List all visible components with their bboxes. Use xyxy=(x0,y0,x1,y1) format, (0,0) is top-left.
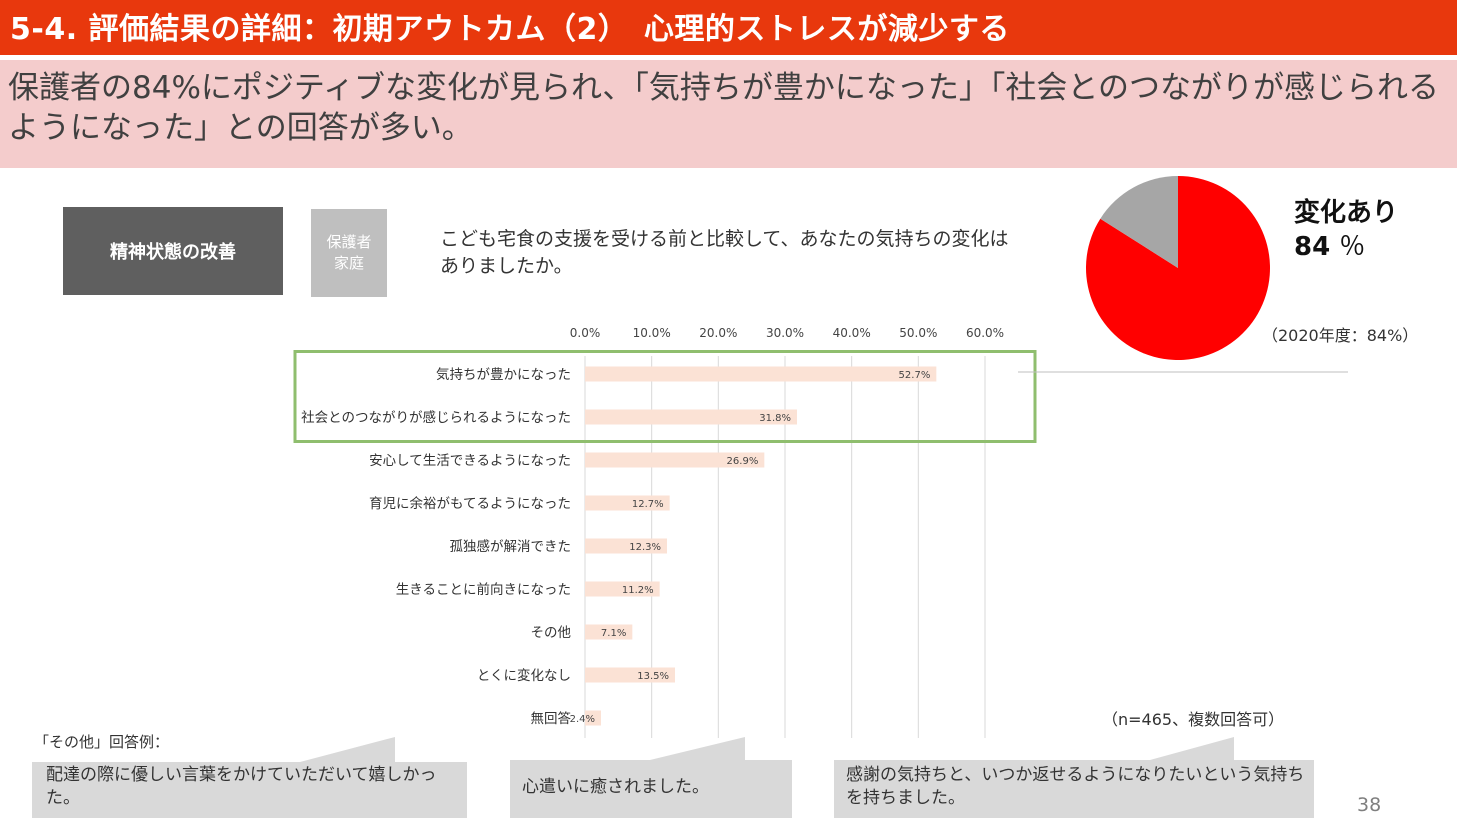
other-examples-label: 「その他」回答例： xyxy=(34,733,170,751)
x-tick-label: 50.0% xyxy=(899,326,937,340)
callout-box-3 xyxy=(834,737,1314,818)
target-label-line2: 家庭 xyxy=(333,254,364,272)
bar xyxy=(585,409,797,425)
data-label: 2.4% xyxy=(570,714,595,725)
callout-box-1 xyxy=(32,737,467,818)
highlight-frame xyxy=(293,350,1037,443)
bar xyxy=(585,667,675,683)
target-label-line1: 保護者 xyxy=(326,233,372,251)
pie-value-number: 84 xyxy=(1294,232,1331,262)
x-tick-label: 10.0% xyxy=(633,326,671,340)
callout-box-2 xyxy=(510,737,792,818)
category-label: とくに変化なし xyxy=(477,667,571,684)
summary-box: 保護者の84%にポジティブな変化が見られ、「気持ちが豊かになった」「社会とのつな… xyxy=(0,60,1457,168)
pie-slice-unchanged xyxy=(1100,176,1178,268)
callout-text-3: 感謝の気持ちと、いつか返せるようになりたいという気持ちを持ちました。 xyxy=(846,765,1305,808)
data-label: 12.3% xyxy=(629,542,661,553)
data-label: 52.7% xyxy=(899,370,931,381)
survey-question: こども宅食の支援を受ける前と比較して、あなたの気持ちの変化はありましたか。 xyxy=(440,228,1009,277)
category-tag: 精神状態の改善 xyxy=(63,207,283,295)
bar xyxy=(585,624,633,640)
page-number: 38 xyxy=(1357,794,1382,816)
category-label: 精神状態の改善 xyxy=(110,242,236,263)
bar xyxy=(585,581,660,597)
category-label: 気持ちが豊かになった xyxy=(436,367,571,383)
target-tag: 保護者 家庭 xyxy=(311,209,387,297)
bar xyxy=(585,452,765,468)
category-label: 社会とのつながりが感じられるようになった xyxy=(301,409,571,426)
x-tick-label: 20.0% xyxy=(699,326,737,340)
data-label: 7.1% xyxy=(601,628,626,639)
x-tick-label: 60.0% xyxy=(966,326,1004,340)
summary-text: 保護者の84%にポジティブな変化が見られ、「気持ちが豊かになった」「社会とのつな… xyxy=(8,70,1440,146)
data-label: 31.8% xyxy=(759,413,791,424)
pie-label: 変化あり xyxy=(1294,198,1399,228)
category-label: 孤独感が解消できた xyxy=(450,538,572,555)
x-tick-label: 30.0% xyxy=(766,326,804,340)
bar xyxy=(585,538,667,554)
category-label: 安心して生活できるようになった xyxy=(369,453,571,469)
title-bar: 5-4. 評価結果の詳細：初期アウトカム（2） 心理的ストレスが減少する xyxy=(0,0,1457,55)
page-title: 5-4. 評価結果の詳細：初期アウトカム（2） 心理的ストレスが減少する xyxy=(10,12,1010,47)
x-tick-label: 40.0% xyxy=(833,326,871,340)
sample-note: （n=465、複数回答可） xyxy=(1102,710,1285,729)
category-label: その他 xyxy=(531,625,572,641)
data-label: 11.2% xyxy=(622,585,654,596)
data-label: 13.5% xyxy=(637,671,669,682)
bar xyxy=(585,710,601,726)
pie-value-unit: ％ xyxy=(1339,232,1366,262)
callout-text-2: 心遣いに癒されました。 xyxy=(522,777,709,797)
previous-year-note: （2020年度：84%） xyxy=(1262,326,1419,345)
callout-text-1: 配達の際に優しい言葉をかけていただいて嬉しかった。 xyxy=(46,765,437,808)
category-label: 生きることに前向きになった xyxy=(396,581,571,598)
data-label: 12.7% xyxy=(632,499,664,510)
pie-value: 84 ％ xyxy=(1294,226,1365,263)
bar xyxy=(585,495,670,511)
bar xyxy=(585,366,937,382)
x-tick-label: 0.0% xyxy=(570,326,601,340)
data-label: 26.9% xyxy=(727,456,759,467)
category-label: 無回答 xyxy=(531,710,572,727)
category-label: 育児に余裕がもてるようになった xyxy=(369,495,571,512)
